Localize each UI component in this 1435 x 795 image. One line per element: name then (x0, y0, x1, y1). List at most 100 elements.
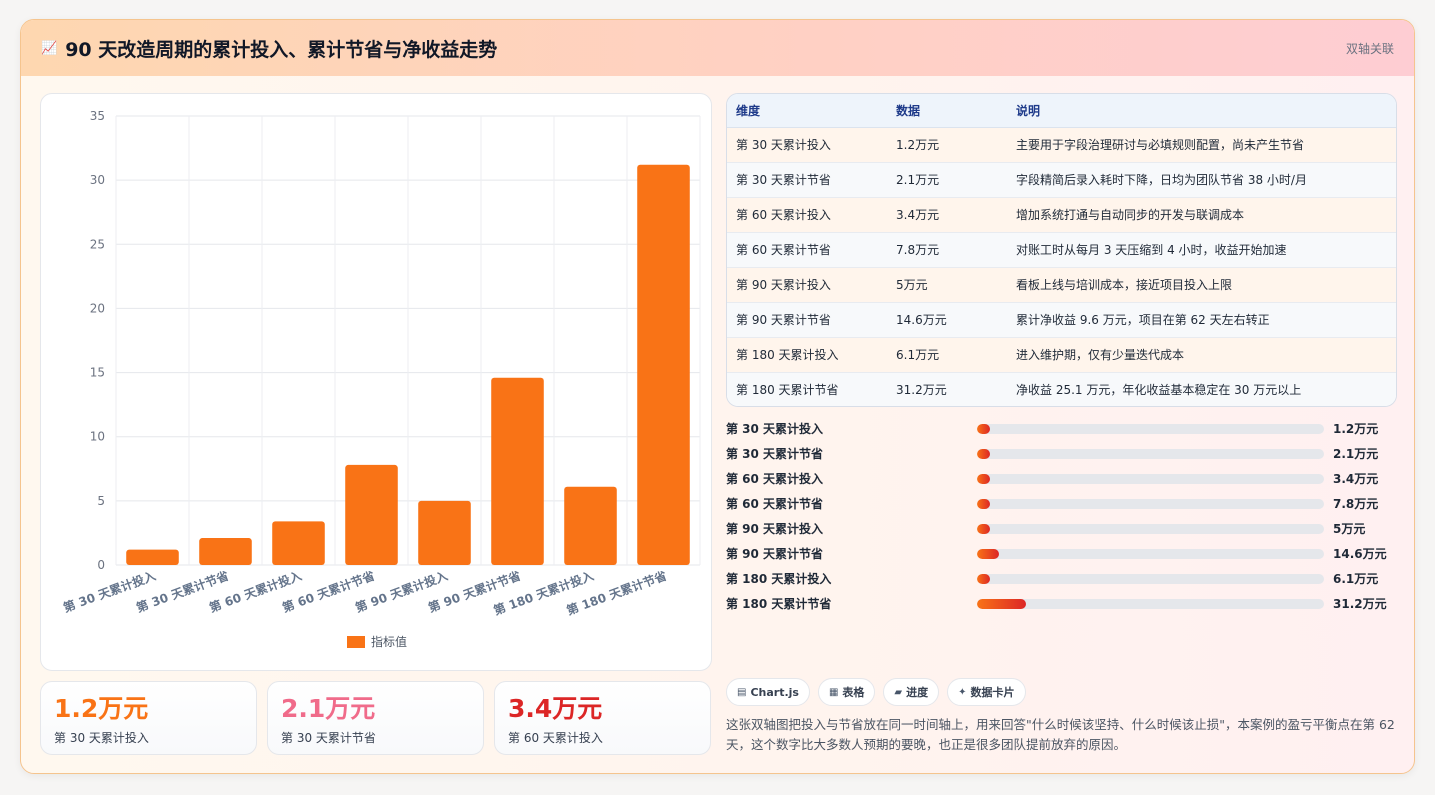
table-row: 第 30 天累计投入 1.2万元 主要用于字段治理研讨与必填规则配置，尚未产生节省 (727, 127, 1396, 163)
progress-track (977, 449, 1324, 459)
y-tick-label: 10 (90, 430, 105, 444)
progress-track (977, 474, 1324, 484)
progress-row: 第 180 天累计节省 31.2万元 (726, 591, 1397, 616)
progress-fill (977, 449, 991, 459)
dimension-cell: 第 90 天累计节省 (727, 302, 887, 338)
progress-track (977, 599, 1324, 609)
bar (345, 464, 398, 565)
progress-fill (977, 549, 999, 559)
progress-row: 第 180 天累计投入 6.1万元 (726, 566, 1397, 591)
bar (126, 549, 179, 565)
value-cell: 2.1万元 (887, 162, 1007, 198)
note-cell: 字段精简后录入耗时下降，日均为团队节省 38 小时/月 (1007, 162, 1396, 198)
value-cell: 3.4万元 (887, 197, 1007, 233)
progress-value: 14.6万元 (1333, 547, 1387, 561)
progress-row: 第 90 天累计投入 5万元 (726, 516, 1397, 541)
tech-chips: ▤ Chart.js ▦ 表格 ▰ 进度 ✦ 数据卡片 (726, 678, 1026, 706)
progress-label: 第 30 天累计节省 (726, 447, 824, 461)
trend-icon: 📈 (41, 40, 58, 56)
table-row: 第 60 天累计节省 7.8万元 对账工时从每月 3 天压缩到 4 小时，收益开始加… (727, 232, 1396, 268)
y-tick-label: 20 (90, 301, 105, 315)
y-tick-label: 0 (97, 558, 105, 572)
table-header-row: 维度 数据 说明 (727, 94, 1396, 128)
bar (272, 521, 325, 565)
legend-label: 指标值 (371, 634, 407, 649)
progress-fill (977, 474, 991, 484)
progress-value: 7.8万元 (1333, 497, 1379, 511)
value-cell: 31.2万元 (887, 372, 1007, 406)
value-cell: 7.8万元 (887, 232, 1007, 268)
y-tick-label: 5 (97, 494, 105, 508)
chip-icon: ▤ (737, 686, 747, 698)
description-text: 这张双轴图把投入与节省放在同一时间轴上，用来回答"什么时候该坚持、什么时候该止损… (726, 717, 1395, 752)
table-row: 第 90 天累计投入 5万元 看板上线与培训成本，接近项目投入上限 (727, 267, 1396, 303)
note-cell: 增加系统打通与自动同步的开发与联调成本 (1007, 197, 1396, 233)
chip-icon: ▰ (894, 686, 903, 698)
value-cell: 14.6万元 (887, 302, 1007, 338)
kpi-value: 3.4万元 (508, 694, 603, 723)
value-cell: 1.2万元 (887, 127, 1007, 163)
progress-track (977, 549, 1324, 559)
bar (637, 164, 690, 565)
progress-row: 第 30 天累计投入 1.2万元 (726, 416, 1397, 441)
progress-value: 31.2万元 (1333, 597, 1387, 611)
y-tick-label: 35 (90, 109, 105, 123)
data-table-panel: 维度 数据 说明 第 30 天累计投入 1.2万元 主要用于字段治理研讨与必填规则配… (726, 93, 1397, 407)
column-header: 数据 (887, 94, 1007, 128)
progress-label: 第 90 天累计投入 (726, 522, 824, 536)
table-row: 第 180 天累计投入 6.1万元 进入维护期，仅有少量迭代成本 (727, 337, 1396, 373)
note-cell: 净收益 25.1 万元，年化收益基本稳定在 30 万元以上 (1007, 372, 1396, 406)
dimension-cell: 第 60 天累计投入 (727, 197, 887, 233)
card-header: 📈 90 天改造周期的累计投入、累计节省与净收益走势 双轴关联 (21, 20, 1414, 76)
dual-axis-badge: 双轴关联 (1345, 42, 1394, 56)
column-header: 说明 (1007, 94, 1396, 128)
table-row: 第 90 天累计节省 14.6万元 累计净收益 9.6 万元，项目在第 62 天左右… (727, 302, 1396, 338)
bar (418, 500, 471, 565)
progress-value: 1.2万元 (1333, 422, 1379, 436)
value-cell: 5万元 (887, 267, 1007, 303)
column-header: 维度 (727, 94, 887, 128)
note-cell: 看板上线与培训成本，接近项目投入上限 (1007, 267, 1396, 303)
chip-label: 数据卡片 (970, 686, 1015, 699)
table-row: 第 30 天累计节省 2.1万元 字段精简后录入耗时下降，日均为团队节省 38 小时… (727, 162, 1396, 198)
kpi-label: 第 30 天累计投入 (54, 731, 149, 745)
progress-label: 第 90 天累计节省 (726, 547, 824, 561)
kpi-label: 第 30 天累计节省 (281, 731, 376, 745)
kpi-value: 1.2万元 (54, 694, 149, 723)
bar (199, 538, 252, 565)
chip-0[interactable]: ▤ Chart.js (726, 678, 810, 706)
progress-list: 第 30 天累计投入 1.2万元第 30 天累计节省 2.1万元第 60 天累计投入… (726, 416, 1397, 616)
bar-chart-panel: 0 5 10 15 20 25 30 35 第 30 天累计投入第 30 天累计节省第 60 天… (40, 93, 712, 671)
progress-label: 第 60 天累计节省 (726, 497, 824, 511)
progress-row: 第 90 天累计节省 14.6万元 (726, 541, 1397, 566)
progress-label: 第 180 天累计投入 (726, 572, 832, 586)
chip-1[interactable]: ▦ 表格 (817, 678, 876, 706)
chip-2[interactable]: ▰ 进度 (883, 678, 940, 706)
progress-fill (977, 524, 991, 534)
bar (564, 486, 617, 565)
progress-fill (977, 424, 991, 434)
page-title: 90 天改造周期的累计投入、累计节省与净收益走势 (65, 38, 498, 61)
dimension-cell: 第 30 天累计投入 (727, 127, 887, 163)
progress-fill (977, 599, 1026, 609)
legend-swatch (347, 636, 365, 648)
chip-icon: ▦ (828, 686, 839, 698)
progress-row: 第 60 天累计节省 7.8万元 (726, 491, 1397, 516)
dimension-cell: 第 90 天累计投入 (727, 267, 887, 303)
chip-label: 进度 (906, 686, 929, 699)
progress-track (977, 499, 1324, 509)
progress-label: 第 60 天累计投入 (726, 472, 824, 486)
progress-row: 第 60 天累计投入 3.4万元 (726, 466, 1397, 491)
dimension-cell: 第 180 天累计投入 (727, 337, 887, 373)
progress-value: 5万元 (1333, 522, 1366, 536)
dimension-cell: 第 60 天累计节省 (727, 232, 887, 268)
chip-label: 表格 (842, 686, 865, 699)
y-tick-label: 30 (90, 173, 105, 187)
dashboard-card: 📈 90 天改造周期的累计投入、累计节省与净收益走势 双轴关联 0 5 10 15 20… (20, 19, 1415, 774)
chip-3[interactable]: ✦ 数据卡片 (947, 678, 1026, 706)
kpi-card: 2.1万元 第 30 天累计节省 (267, 681, 484, 755)
chip-label: Chart.js (750, 685, 799, 699)
note-cell: 对账工时从每月 3 天压缩到 4 小时，收益开始加速 (1007, 232, 1396, 268)
progress-label: 第 30 天累计投入 (726, 422, 824, 436)
y-tick-label: 25 (90, 237, 105, 251)
